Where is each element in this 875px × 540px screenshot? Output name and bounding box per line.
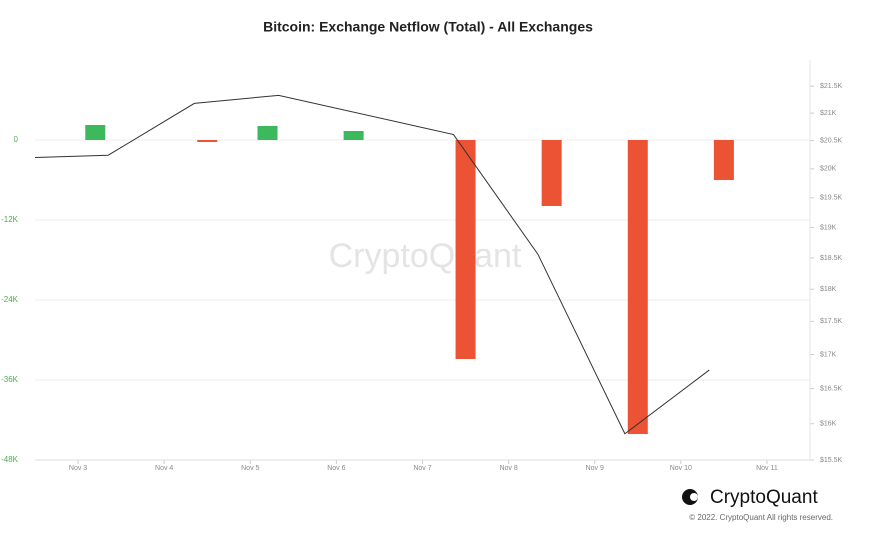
watermark: CryptoQuant [329, 237, 522, 275]
y2-tick-label: $21K [820, 110, 837, 117]
y-tick-label: 0 [14, 135, 19, 144]
logo [682, 489, 698, 505]
y2-tick-label: $16.5K [820, 385, 843, 392]
x-tick-label: Nov 3 [69, 465, 87, 472]
bar [85, 125, 106, 140]
y-tick-label: -48K [1, 455, 19, 464]
y2-tick-label: $16K [820, 421, 837, 428]
logo-icon-cut [690, 493, 698, 501]
x-tick-label: Nov 4 [155, 465, 173, 472]
y-tick-label: -12K [1, 215, 19, 224]
bar [257, 126, 278, 140]
copyright: © 2022. CryptoQuant All rights reserved. [689, 513, 833, 522]
x-tick-label: Nov 10 [670, 465, 692, 472]
y2-tick-label: $20.5K [820, 138, 843, 145]
x-tick-label: Nov 6 [327, 465, 345, 472]
y-tick-label: -36K [1, 375, 19, 384]
chart-title: Bitcoin: Exchange Netflow (Total) - All … [263, 19, 593, 35]
brand: CryptoQuant [710, 487, 818, 508]
y2-tick-label: $19K [820, 224, 837, 231]
y2-tick-label: $19.5K [820, 195, 843, 202]
y2-tick-label: $17.5K [820, 318, 843, 325]
x-tick-label: Nov 11 [756, 465, 778, 472]
x-tick-label: Nov 5 [241, 465, 259, 472]
x-tick-label: Nov 9 [586, 465, 604, 472]
y-tick-label: -24K [1, 295, 19, 304]
bar [343, 131, 364, 140]
price-line [34, 94, 710, 435]
y2-tick-label: $18.5K [820, 255, 843, 262]
y2-tick-label: $20K [820, 166, 837, 173]
bar [541, 140, 562, 206]
y2-tick-label: $17K [820, 351, 837, 358]
bar [627, 140, 648, 434]
bar [197, 140, 218, 142]
x-tick-label: Nov 7 [413, 465, 431, 472]
bar [455, 140, 476, 359]
bar [713, 140, 734, 180]
y2-tick-label: $21.5K [820, 83, 843, 90]
y2-tick-label: $18K [820, 286, 837, 293]
x-tick-label: Nov 8 [499, 465, 517, 472]
y2-tick-label: $15.5K [820, 457, 843, 464]
